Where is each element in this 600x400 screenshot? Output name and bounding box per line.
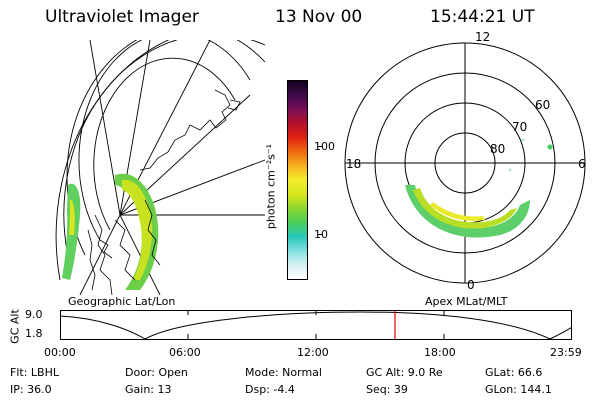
date-label: 13 Nov 00 [275, 7, 363, 27]
mlt-label-6: 6 [578, 157, 586, 171]
mlat-label-70: 70 [512, 120, 528, 134]
altitude-xtick-0600: 06:00 [169, 346, 201, 359]
altitude-strip [60, 310, 572, 340]
mode-info: Mode: Normal [245, 366, 322, 379]
colorbar-tick-100: 100 [314, 140, 335, 153]
altitude-xtick-1200: 12:00 [297, 346, 329, 359]
filter-info: Flt: LBHL [10, 366, 59, 379]
gain-info: Gain: 13 [125, 383, 172, 396]
ip-info: IP: 36.0 [10, 383, 52, 396]
altitude-ytick-max: 9.0 [25, 308, 43, 321]
mlt-label-12: 12 [475, 30, 491, 44]
mlt-label-0: 0 [467, 278, 475, 292]
mlat-label-80: 80 [490, 142, 506, 156]
aurora-oval-polar [405, 138, 553, 238]
mlt-label-18: 18 [346, 157, 362, 171]
seq-info: Seq: 39 [366, 383, 408, 396]
colorbar-unit-label: photon cm⁻²s⁻¹ [264, 143, 278, 230]
aurora-oval-geo [62, 173, 159, 290]
glat-info: GLat: 66.6 [485, 366, 543, 379]
altitude-xtick-1800: 18:00 [424, 346, 456, 359]
geographic-map [55, 40, 265, 295]
mlat-label-60: 60 [535, 98, 551, 112]
gc-alt-info: GC Alt: 9.0 Re [366, 366, 443, 379]
altitude-ylabel: GC Alt [8, 309, 22, 344]
instrument-title: Ultraviolet Imager [45, 7, 199, 27]
time-label: 15:44:21 UT [430, 7, 535, 27]
altitude-xtick-2359: 23:59 [550, 346, 582, 359]
apex-panel-label: Apex MLat/MLT [425, 295, 508, 308]
door-info: Door: Open [125, 366, 188, 379]
coastlines [87, 89, 241, 295]
polar-mlt-plot [344, 42, 586, 284]
dsp-info: Dsp: -4.4 [245, 383, 295, 396]
altitude-ytick-min: 1.8 [25, 327, 43, 340]
glon-info: GLon: 144.1 [485, 383, 552, 396]
colorbar [287, 80, 308, 280]
geographic-panel-label: Geographic Lat/Lon [68, 295, 176, 308]
altitude-xtick-0000: 00:00 [44, 346, 76, 359]
